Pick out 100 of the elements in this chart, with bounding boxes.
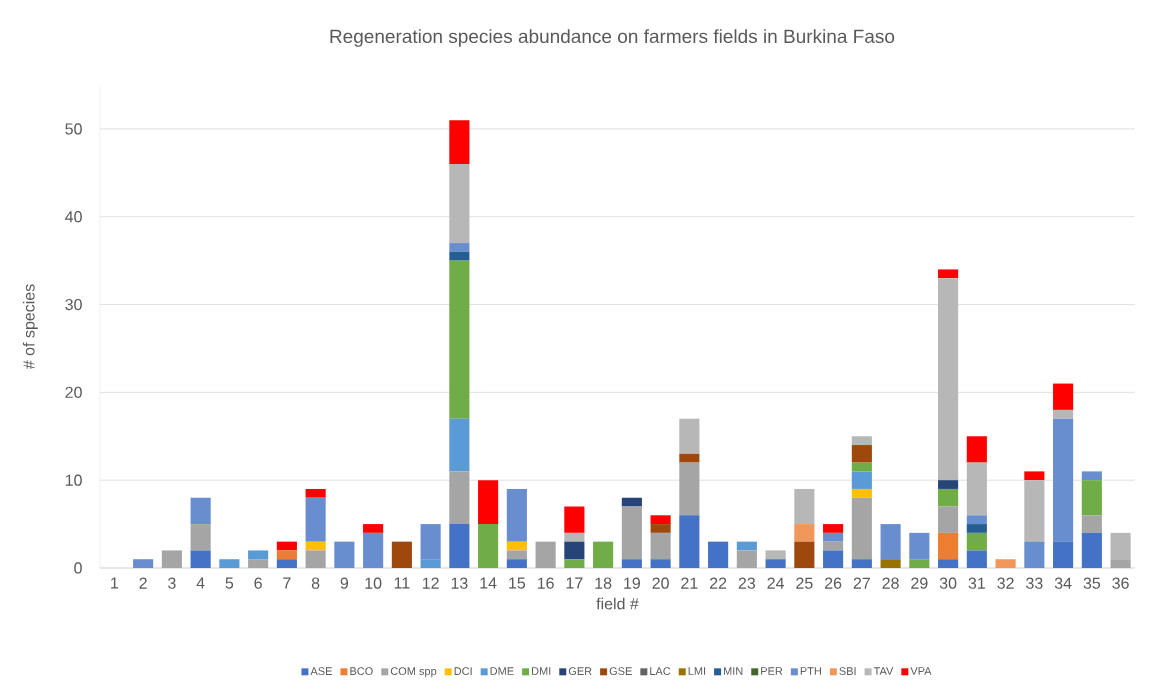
bar bbox=[1053, 418, 1074, 542]
bar bbox=[966, 550, 987, 568]
bar bbox=[736, 541, 757, 551]
y-tick-label: 50 bbox=[65, 123, 82, 135]
x-tick-label: 33 bbox=[1026, 577, 1043, 589]
x-tick-label: 9 bbox=[340, 577, 349, 589]
bar bbox=[708, 541, 729, 568]
bar bbox=[679, 515, 700, 568]
bar bbox=[449, 164, 470, 244]
bar bbox=[851, 488, 872, 498]
bar bbox=[765, 559, 786, 568]
x-tick-label: 10 bbox=[365, 577, 382, 589]
x-tick-label: 14 bbox=[480, 577, 497, 589]
bar bbox=[564, 532, 585, 542]
bar bbox=[190, 524, 211, 551]
legend-label: BCO bbox=[350, 667, 373, 676]
x-tick-label: 21 bbox=[681, 577, 698, 589]
bar bbox=[161, 550, 182, 568]
x-tick-label: 17 bbox=[566, 577, 583, 589]
bar bbox=[1053, 409, 1074, 419]
bar bbox=[564, 541, 585, 560]
bar bbox=[851, 559, 872, 568]
x-tick-label: 34 bbox=[1054, 577, 1072, 589]
x-axis-title: field # bbox=[596, 597, 639, 610]
x-tick-label: 16 bbox=[537, 577, 554, 589]
bar bbox=[880, 524, 901, 560]
bar bbox=[621, 497, 642, 507]
legend-label: SBI bbox=[839, 667, 856, 676]
bar bbox=[478, 524, 499, 568]
bar bbox=[1024, 471, 1045, 481]
bar bbox=[851, 471, 872, 489]
bar bbox=[650, 515, 671, 525]
bar bbox=[276, 541, 297, 551]
y-tick-label: 20 bbox=[65, 386, 82, 399]
bar bbox=[1110, 559, 1131, 568]
bar bbox=[449, 243, 470, 252]
bar bbox=[449, 471, 470, 525]
x-tick-label: 27 bbox=[853, 577, 870, 589]
bar bbox=[851, 436, 872, 446]
x-tick-label: 15 bbox=[509, 577, 526, 589]
legend-label: TAV bbox=[873, 667, 894, 675]
bar bbox=[851, 445, 872, 463]
bar bbox=[1081, 532, 1102, 568]
legend-label: MIN bbox=[723, 667, 743, 675]
x-tick-label: 5 bbox=[225, 577, 234, 589]
bar bbox=[363, 524, 384, 533]
bar bbox=[823, 524, 844, 533]
x-tick-label: 26 bbox=[825, 577, 842, 589]
bar bbox=[1081, 515, 1102, 533]
bar bbox=[851, 462, 872, 472]
y-axis-title: # of species bbox=[22, 284, 38, 370]
bar bbox=[564, 506, 585, 533]
y-tick-label: 40 bbox=[65, 211, 82, 223]
legend-label: PTH bbox=[800, 667, 821, 675]
x-tick-label: 4 bbox=[196, 577, 205, 589]
y-tick-label: 0 bbox=[74, 562, 82, 574]
x-tick-label: 12 bbox=[422, 577, 439, 589]
x-tick-label: 13 bbox=[451, 577, 468, 589]
bar bbox=[190, 550, 211, 568]
x-tick-label: 23 bbox=[738, 577, 756, 589]
bar bbox=[794, 541, 815, 568]
bar bbox=[823, 532, 844, 542]
bar bbox=[506, 559, 527, 568]
legend-label: DME bbox=[490, 667, 514, 675]
x-tick-label: 25 bbox=[796, 577, 813, 589]
bar bbox=[1081, 471, 1102, 481]
bar bbox=[449, 418, 470, 472]
bar bbox=[506, 550, 527, 560]
x-tick-label: 36 bbox=[1112, 577, 1129, 589]
bar bbox=[823, 541, 844, 551]
bar bbox=[420, 559, 441, 568]
bar bbox=[535, 541, 556, 568]
bar bbox=[248, 550, 269, 560]
x-tick-label: 19 bbox=[624, 577, 640, 589]
bar bbox=[1110, 532, 1131, 560]
legend-label: ASE bbox=[310, 667, 332, 676]
x-tick-label: 29 bbox=[911, 577, 928, 589]
bar bbox=[478, 480, 499, 525]
bar bbox=[1024, 480, 1045, 542]
x-tick-label: 3 bbox=[168, 577, 176, 589]
y-tick-label: 10 bbox=[65, 474, 82, 486]
bar bbox=[966, 462, 987, 516]
bar bbox=[1053, 383, 1074, 410]
bar bbox=[190, 497, 211, 525]
bar bbox=[593, 541, 614, 568]
x-tick-label: 31 bbox=[968, 577, 985, 589]
bar bbox=[276, 550, 297, 560]
legend-label: VPA bbox=[910, 667, 932, 675]
legend-label: LMI bbox=[688, 667, 706, 675]
bar bbox=[938, 532, 959, 560]
bar bbox=[621, 506, 642, 560]
bar bbox=[794, 488, 815, 525]
x-tick-label: 35 bbox=[1083, 577, 1101, 589]
bar bbox=[621, 559, 642, 568]
bar bbox=[679, 418, 700, 454]
y-tick-label: 30 bbox=[65, 298, 82, 311]
x-tick-label: 7 bbox=[283, 577, 291, 589]
bar bbox=[966, 436, 987, 463]
bar bbox=[506, 488, 527, 542]
bar bbox=[449, 251, 470, 261]
